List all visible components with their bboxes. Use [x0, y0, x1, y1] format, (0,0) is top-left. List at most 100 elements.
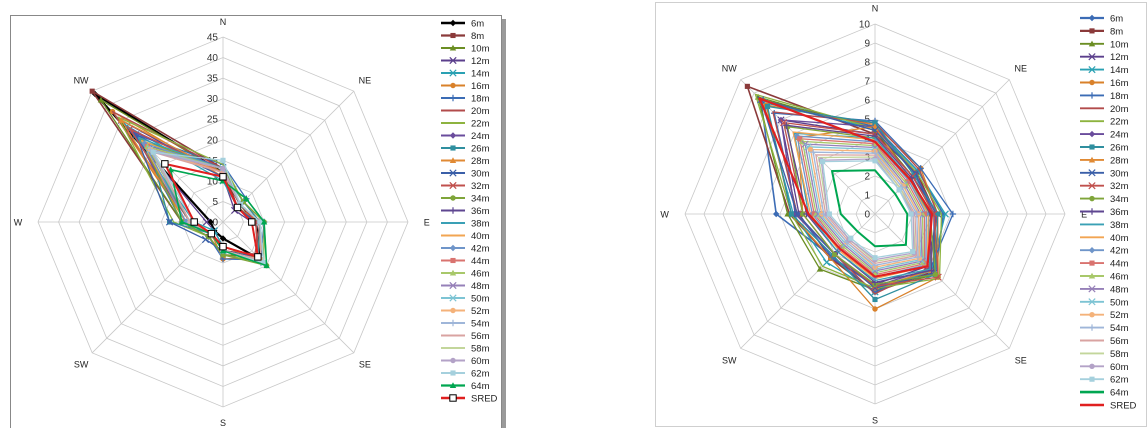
legend-marker [1088, 14, 1096, 22]
point-sred [207, 229, 216, 238]
direction-label-se: SE [1015, 355, 1027, 365]
radial-axis [222, 221, 355, 354]
radial-tick-label: 45 [207, 33, 219, 44]
legend-marker [1088, 208, 1096, 215]
radial-tick-label: 0 [864, 210, 870, 221]
legend-entry-28m: 28m [1080, 155, 1129, 166]
legend-marker [1089, 260, 1095, 266]
point-30m [793, 210, 801, 218]
legend-entry-36m: 36m [441, 206, 490, 217]
legend-entry-60m: 60m [441, 356, 490, 367]
point-28m [871, 123, 879, 130]
legend-label: 52m [1110, 310, 1129, 321]
legend-marker [450, 82, 456, 89]
legend-entry-42m: 42m [441, 244, 490, 255]
legend-marker [1088, 247, 1096, 254]
legend-entry-42m: 42m [1080, 246, 1129, 257]
legend-entry-32m: 32m [441, 181, 490, 192]
legend-marker [449, 294, 457, 302]
point-26m [935, 211, 941, 217]
legend-entry-40m: 40m [441, 231, 490, 242]
legend-entry-16m: 16m [441, 81, 490, 92]
direction-label-se: SE [359, 359, 371, 369]
legend-entry-sred: SRED [441, 394, 498, 405]
legend-label: SRED [471, 394, 498, 405]
point-26m [872, 120, 878, 126]
radial-tick-label: 40 [207, 53, 219, 64]
point-26m [764, 103, 771, 110]
series-line-sred [758, 97, 934, 278]
radar-chart-right: 0 1 2 3 4 5 6 7 8 9 10 N NE E SE S SW W NW 6m 8m 10m 12m 14m 16m… [655, 2, 1147, 427]
legend-label: 22m [1110, 117, 1129, 128]
legend-label: 22m [471, 119, 490, 130]
point-62m [150, 149, 156, 155]
point-30m [165, 218, 174, 226]
legend-entry-56m: 56m [1080, 336, 1129, 347]
legend-label: 58m [1110, 349, 1129, 360]
point-sred [254, 253, 262, 261]
legend-label: 64m [1110, 388, 1129, 399]
legend-entry-44m: 44m [441, 256, 490, 267]
legend-marker [1089, 195, 1095, 202]
point-54m [147, 146, 154, 153]
legend-entry-sred: SRED [1080, 401, 1137, 412]
legend-label: 50m [471, 294, 490, 305]
legend-label: 36m [471, 206, 490, 217]
legend-entry-6m: 6m [1080, 14, 1123, 25]
series-62m [820, 158, 916, 261]
legend-label: 40m [471, 231, 490, 242]
legend-label: 40m [1110, 233, 1129, 244]
radar-chart-right-svg: 012345678910NNEESESSWWNW6m8m10m12m14m16m… [660, 3, 1137, 425]
direction-label-w: W [14, 218, 23, 228]
series-64m [831, 169, 909, 248]
legend-marker [449, 56, 457, 65]
legend-entry-10m: 10m [441, 44, 490, 55]
legend-marker [449, 244, 457, 252]
direction-label-e: E [1081, 210, 1087, 220]
legend-entry-62m: 62m [441, 369, 490, 380]
legend-entry-34m: 34m [441, 194, 490, 205]
legend-entry-38m: 38m [441, 219, 490, 230]
legend-label: 46m [471, 269, 490, 280]
legend-entry-50m: 50m [441, 294, 490, 305]
legend-entry-12m: 12m [441, 56, 490, 67]
legend-marker [1088, 92, 1096, 99]
direction-label-nw: NW [74, 76, 89, 86]
legend-marker [449, 269, 457, 276]
direction-label-n: N [872, 3, 879, 13]
legend-entry-60m: 60m [1080, 362, 1129, 373]
point-8m [744, 83, 750, 89]
point-sred [161, 160, 169, 168]
point-34m [220, 252, 226, 258]
direction-label-sw: SW [722, 355, 737, 365]
legend-entry-54m: 54m [1080, 323, 1129, 334]
legend-label: 6m [471, 19, 484, 30]
legend-entry-6m: 6m [441, 19, 484, 30]
legend-label: 38m [1110, 220, 1129, 231]
point-46m [871, 269, 879, 276]
legend-label: 60m [471, 356, 490, 367]
legend-entry-22m: 22m [1080, 117, 1129, 128]
legend-label: 32m [471, 181, 490, 192]
point-64m [219, 247, 227, 254]
radar-grid [684, 23, 1066, 405]
legend-label: 16m [1110, 78, 1129, 89]
legend-label: 62m [471, 369, 490, 380]
legend-entry-46m: 46m [1080, 272, 1129, 283]
legend-entry-58m: 58m [441, 344, 490, 355]
direction-label-n: N [220, 17, 227, 27]
radar-series [89, 88, 270, 269]
legend-marker [1088, 169, 1096, 177]
point-32m [126, 125, 134, 133]
radial-axis [874, 213, 1010, 349]
radial-tick-label: 35 [207, 74, 219, 85]
legend-entry-18m: 18m [441, 94, 490, 105]
point-10m [97, 96, 105, 103]
legend-marker [1088, 53, 1096, 61]
legend-entry-54m: 54m [441, 319, 490, 330]
point-26m [788, 211, 794, 217]
legend-entry-36m: 36m [1080, 207, 1129, 218]
radial-tick-label: 10 [207, 176, 219, 187]
legend-entry-52m: 52m [441, 306, 490, 317]
